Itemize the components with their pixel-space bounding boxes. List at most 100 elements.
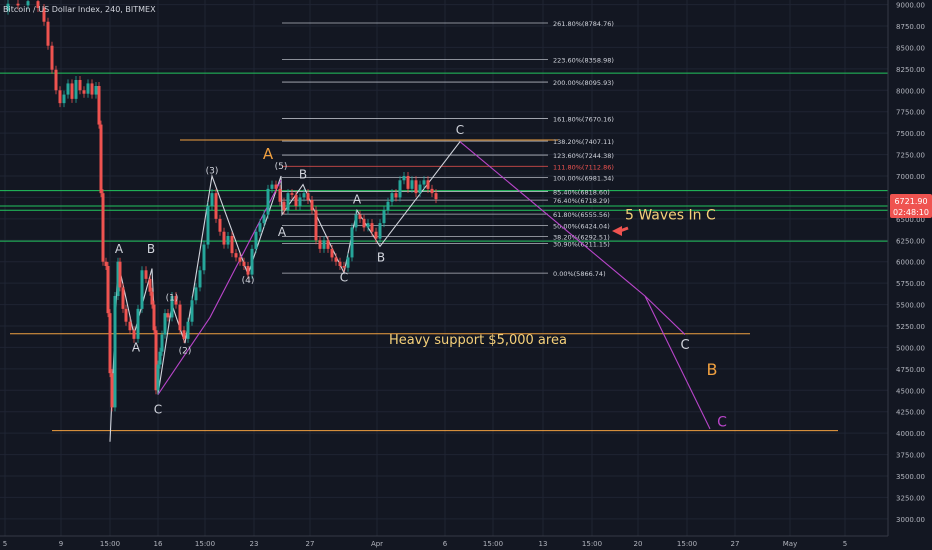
- price-candle: [338, 261, 342, 266]
- price-candle: [62, 94, 66, 104]
- fib-level-label: 38.20%(6292.51): [553, 234, 610, 242]
- price-candle: [154, 330, 158, 391]
- fib-level-label: 61.80%(6555.56): [553, 211, 610, 219]
- price-candle: [150, 291, 154, 305]
- price-candle: [160, 334, 164, 352]
- price-candle: [202, 244, 206, 271]
- price-candle: [54, 69, 58, 91]
- price-candle: [246, 266, 250, 275]
- price-candle: [298, 197, 302, 206]
- price-candle: [262, 214, 266, 224]
- price-candle: [326, 240, 330, 249]
- chart-annotation: A: [263, 145, 274, 163]
- price-axis-panel[interactable]: [888, 0, 932, 550]
- price-candle: [174, 296, 178, 305]
- fib-level-label: 111.80%(7112.86): [553, 163, 614, 171]
- chart-annotation: A: [132, 341, 141, 355]
- price-candle: [290, 193, 294, 195]
- y-tick-label: 3250.00: [896, 494, 925, 502]
- y-tick-label: 7250.00: [896, 152, 925, 160]
- x-tick-label: 9: [59, 540, 63, 548]
- time-axis: 5 9 15:00 16 15:00 23 27 Apr 6 15:00 13 15:00 20 15:0…: [3, 540, 847, 548]
- y-tick-label: 8500.00: [896, 44, 925, 52]
- chart-annotation: A: [115, 242, 124, 256]
- price-candle: [106, 266, 110, 314]
- price-candle: [426, 180, 430, 189]
- price-candle: [398, 180, 402, 198]
- chart-annotation: (5): [275, 162, 288, 172]
- price-candle: [58, 90, 62, 104]
- price-candle: [230, 236, 234, 254]
- price-candle: [136, 308, 140, 339]
- price-candle: [386, 201, 390, 211]
- price-candle: [97, 86, 101, 125]
- wave-lines: [109, 141, 711, 442]
- price-candle: [310, 200, 314, 211]
- x-tick-label: 23: [250, 540, 259, 548]
- price-candle: [242, 261, 246, 266]
- chart-annotation: B: [377, 251, 385, 265]
- chart-annotation: Heavy support $5,000 area: [389, 333, 567, 348]
- arrow-icon: [612, 226, 629, 236]
- fib-level-label: 100.00%(6981.34): [553, 175, 614, 183]
- price-candle: [314, 210, 318, 241]
- price-candle: [186, 321, 190, 339]
- fib-level-label: 85.40%(6818.60): [553, 189, 610, 197]
- price-candle: [108, 313, 112, 374]
- price-candle: [238, 257, 242, 262]
- y-tick-label: 9000.00: [896, 2, 925, 10]
- price-candle: [74, 80, 78, 99]
- price-candle: [178, 304, 182, 331]
- wave-line: [644, 295, 711, 430]
- y-tick-label: 4250.00: [896, 409, 925, 417]
- chart-annotation: 5 Waves In C: [625, 208, 716, 224]
- y-tick-label: 8250.00: [896, 66, 925, 74]
- price-candle: [318, 240, 322, 249]
- x-tick-label: 16: [154, 540, 163, 548]
- price-candle: [286, 193, 290, 211]
- y-tick-label: 8000.00: [896, 87, 925, 95]
- chart-annotation: (2): [179, 346, 192, 356]
- y-tick-label: 5000.00: [896, 344, 925, 352]
- price-candle: [113, 296, 117, 408]
- price-candle: [50, 45, 54, 70]
- last-price-tag: 6721.90 02:48:10: [890, 194, 932, 218]
- time-axis-panel[interactable]: [0, 536, 932, 550]
- price-candle: [322, 240, 326, 249]
- chart-annotation: C: [340, 270, 348, 284]
- price-candle: [222, 231, 226, 245]
- price-candle: [370, 223, 374, 232]
- price-candle: [254, 231, 258, 249]
- price-candle: [374, 231, 378, 239]
- price-candle: [170, 296, 174, 318]
- price-candle: [258, 223, 262, 232]
- price-candle: [86, 83, 90, 94]
- y-tick-label: 7500.00: [896, 130, 925, 138]
- price-candle: [148, 278, 152, 292]
- x-tick-label: 15:00: [677, 540, 697, 548]
- price-candle: [90, 83, 94, 95]
- y-tick-label: 5250.00: [896, 323, 925, 331]
- price-candle: [434, 193, 438, 200]
- fib-level-label: 138.20%(7407.11): [553, 138, 614, 146]
- price-candle: [163, 313, 167, 335]
- price-candle: [306, 193, 310, 200]
- price-candle: [382, 210, 386, 224]
- price-candle: [128, 321, 132, 331]
- price-candle: [156, 364, 160, 391]
- fib-level-label: 261.80%(8784.76): [553, 20, 614, 28]
- x-tick-label: Apr: [371, 540, 383, 548]
- price-candle: [110, 373, 114, 408]
- chart-annotation: A: [353, 192, 362, 206]
- price-candle: [362, 218, 366, 228]
- x-tick-label: 27: [731, 540, 740, 548]
- price-candle: [294, 194, 298, 206]
- x-tick-label: 13: [539, 540, 548, 548]
- price-candle: [418, 184, 422, 194]
- price-candle: [26, 1, 30, 6]
- price-candle: [36, 1, 40, 8]
- x-tick-label: 27: [306, 540, 315, 548]
- price-candle: [104, 261, 108, 266]
- price-candle: [430, 188, 434, 194]
